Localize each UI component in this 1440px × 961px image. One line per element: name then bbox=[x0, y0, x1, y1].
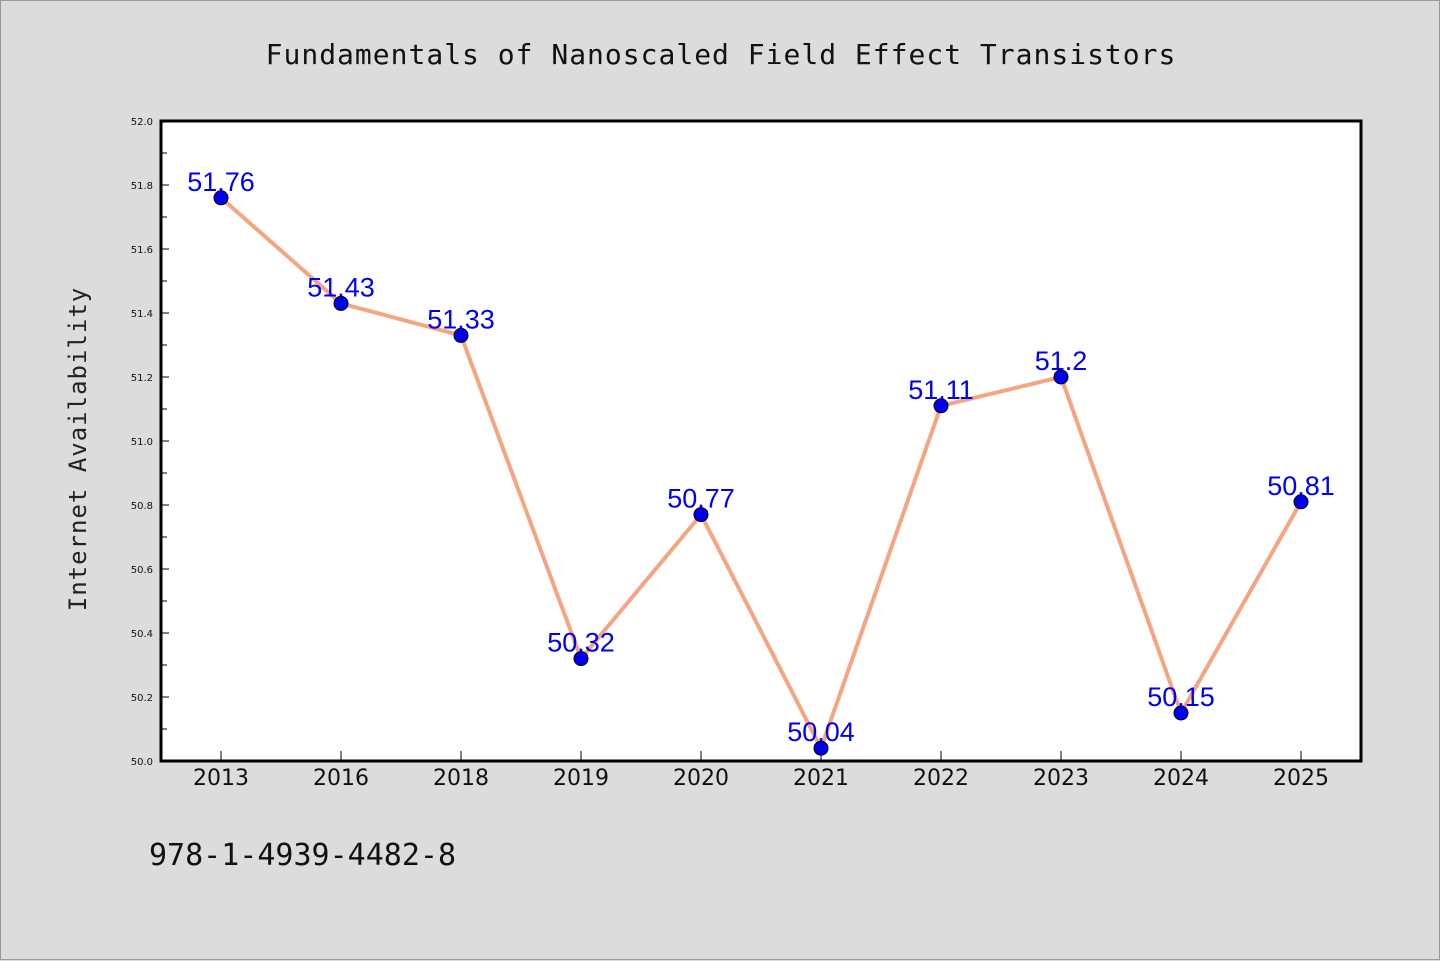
x-tick-label: 2018 bbox=[433, 766, 489, 791]
y-tick-label: 50.6 bbox=[131, 565, 153, 576]
x-tick-label: 2019 bbox=[553, 766, 609, 791]
data-label: 50.77 bbox=[667, 484, 735, 514]
data-point bbox=[213, 190, 229, 206]
data-label: 50.15 bbox=[1147, 682, 1215, 712]
isbn-text: 978-1-4939-4482-8 bbox=[149, 838, 456, 873]
y-tick-label: 51.6 bbox=[131, 245, 153, 256]
data-label: 50.04 bbox=[787, 717, 855, 747]
plot-area bbox=[159, 119, 1363, 763]
data-label: 50.81 bbox=[1267, 471, 1335, 501]
data-label: 51.76 bbox=[187, 167, 255, 197]
data-label: 51.43 bbox=[307, 272, 375, 302]
x-tick-label: 2022 bbox=[913, 766, 969, 791]
x-tick-label: 2013 bbox=[193, 766, 249, 791]
x-tick-label: 2021 bbox=[793, 766, 849, 791]
data-point bbox=[813, 740, 829, 756]
data-point bbox=[693, 507, 709, 523]
series-line bbox=[219, 195, 1303, 751]
data-point bbox=[333, 295, 349, 311]
marker-layer bbox=[213, 190, 1309, 756]
x-tick-label: 2023 bbox=[1033, 766, 1089, 791]
y-tick-label: 51.4 bbox=[131, 309, 153, 320]
data-point bbox=[453, 327, 469, 343]
data-label-layer: 51.76 51.43 51.33 50.32 50.77 50.04 51.11 51.2 5… bbox=[187, 167, 1335, 747]
x-tick-label: 2024 bbox=[1153, 766, 1209, 791]
y-tick-label: 51.0 bbox=[131, 437, 153, 448]
y-tick-label: 50.8 bbox=[131, 501, 153, 512]
data-point bbox=[1053, 369, 1069, 385]
x-tick-label: 2016 bbox=[313, 766, 369, 791]
x-axis-ticks: 2013 2016 2018 2019 2020 2021 2022 2023 2024 2025 bbox=[193, 751, 1329, 791]
data-label: 50.32 bbox=[547, 628, 615, 658]
data-point bbox=[1293, 494, 1309, 510]
y-tick-label: 51.8 bbox=[131, 181, 153, 192]
data-point bbox=[1173, 705, 1189, 721]
data-label: 51.2 bbox=[1035, 346, 1088, 376]
y-tick-label: 52.0 bbox=[131, 117, 153, 128]
x-tick-label: 2025 bbox=[1273, 766, 1329, 791]
data-point bbox=[933, 398, 949, 414]
data-label: 51.11 bbox=[908, 375, 974, 405]
y-tick-label: 51.2 bbox=[131, 373, 153, 384]
data-label: 51.33 bbox=[427, 304, 495, 334]
x-tick-label: 2020 bbox=[673, 766, 729, 791]
series-layer bbox=[219, 195, 1303, 751]
y-tick-label: 50.2 bbox=[131, 693, 153, 704]
y-axis-ticks: 50.0 50.2 50.4 50.6 50.8 51.0 51.2 51.4 51.6 51.8… bbox=[131, 117, 169, 768]
y-tick-label: 50.0 bbox=[131, 757, 153, 768]
chart-title: Fundamentals of Nanoscaled Field Effect … bbox=[266, 38, 1177, 71]
y-axis-label: Internet Availability bbox=[64, 287, 92, 611]
data-point bbox=[573, 651, 589, 667]
y-tick-label: 50.4 bbox=[131, 629, 153, 640]
